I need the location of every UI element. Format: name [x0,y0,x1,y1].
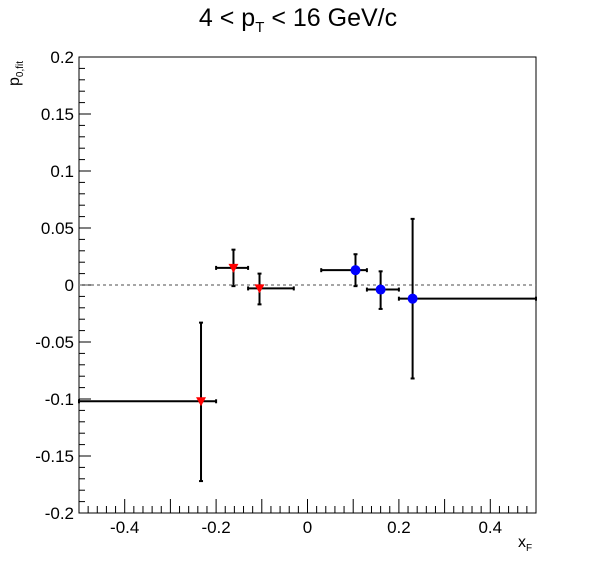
circle-marker [375,284,386,295]
data-points [78,217,537,483]
circle-marker [407,293,418,304]
x-tick-label: 0.4 [478,518,502,537]
y-axis: -0.2 -0.15 -0.1 -0.05 0 0.05 0.1 0.15 0.2 [35,48,91,523]
data-point [365,270,400,310]
chart-title: 4 < pT < 16 GeV/c [198,4,398,36]
triangle-down-marker [196,397,207,407]
y-tick-label: -0.05 [35,333,74,352]
y-tick-label: -0.1 [45,390,74,409]
x-tick-label: 0.2 [387,518,411,537]
triangle-down-marker [228,263,239,273]
y-tick-label: 0.05 [41,219,74,238]
y-tick-label: 0 [65,276,74,295]
circle-marker [350,265,361,276]
x-axis: -0.4 -0.2 0 0.2 0.4 [78,499,537,537]
y-tick-label: 0.1 [50,162,74,181]
x-tick-label: -0.4 [110,518,139,537]
y-tick-label: -0.2 [45,504,74,523]
x-axis-label: xF [518,534,533,555]
y-tick-label: 0.15 [41,105,74,124]
data-point [397,217,537,380]
x-tick-label: 0 [303,518,312,537]
y-tick-label: 0.2 [50,48,74,67]
triangle-down-marker [254,284,265,294]
data-point [215,248,250,288]
data-point [320,253,368,288]
data-point [78,321,218,483]
data-point [247,272,295,306]
y-tick-label: -0.15 [35,447,74,466]
x-tick-label: -0.2 [201,518,230,537]
